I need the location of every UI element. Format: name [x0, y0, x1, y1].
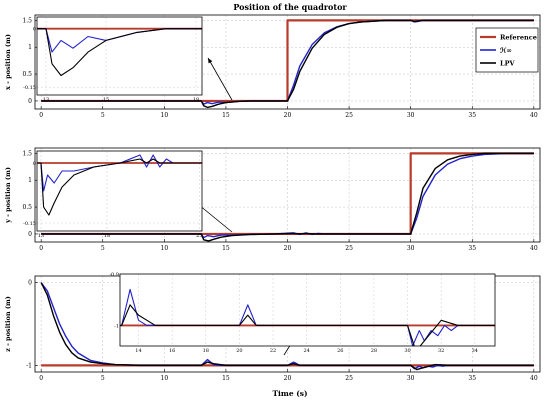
- inset-y-tick-label: -1: [114, 323, 119, 329]
- inset-x-tick-label: 30: [404, 348, 410, 354]
- x-tick-label: 10: [161, 375, 169, 382]
- y-tick-label: 0.5: [22, 71, 32, 78]
- inset-area: [37, 17, 202, 95]
- inset-series: [120, 288, 495, 346]
- inset-x-tick-label: 34: [472, 348, 478, 354]
- x-tick-label: 0: [39, 112, 43, 119]
- inset-x-tick-label: 14: [135, 348, 141, 354]
- y-tick-label: 1: [28, 177, 32, 184]
- inset-series-line: [37, 154, 202, 192]
- inset-x-tick-label: 18: [104, 233, 110, 239]
- x-tick-label: 10: [161, 245, 169, 252]
- zoom-inset-1: 13 15 18 -0.15 0: [23, 16, 203, 103]
- inset-x-tick-label: 16: [169, 348, 175, 354]
- inset-x-tick-label: 22: [270, 348, 276, 354]
- inset-x-tick-label: 24: [303, 348, 309, 354]
- x-tick-label: 20: [284, 245, 292, 252]
- series-line-lpv: [41, 19, 534, 109]
- inset-frame: [36, 150, 203, 232]
- chart-panel-1: 0 5 10 15 20 25 30 35 40 0 0.5 1 1.5 x - position (m)…: [4, 14, 541, 119]
- inset-x-tick-label: 32: [438, 348, 444, 354]
- series-line-reference: [41, 152, 534, 236]
- inset-x-tick-label: 18: [203, 348, 209, 354]
- x-tick-label: 15: [222, 245, 230, 252]
- inset-x-tick-label: 26: [337, 348, 343, 354]
- y-tick-label: 0: [28, 98, 32, 105]
- x-tick-label: 5: [101, 375, 105, 382]
- inset-series-line: [37, 28, 202, 77]
- inset-y-tick-label: -0.15: [23, 221, 36, 227]
- inset-x-tick-label: 28: [371, 348, 377, 354]
- inset-x-tick-label: 15: [103, 97, 109, 103]
- y-tick-label: 1.5: [22, 17, 32, 24]
- inset-y-tick-label: -0.15: [23, 85, 36, 91]
- inset-x-tick-label: 20: [236, 348, 242, 354]
- inset-frame: [119, 273, 496, 347]
- y-tick-label: 0.5: [22, 204, 32, 211]
- inset-x-tick-label: 18: [193, 97, 199, 103]
- zoom-inset-3: 14 16 18 20 22 24 26 28 30 32 34 -0.9 -1: [109, 272, 496, 354]
- inset-y-tick-label: 0: [33, 27, 36, 33]
- x-tick-label: 0: [39, 375, 43, 382]
- x-tick-label: 35: [468, 245, 476, 252]
- inset-series-line: [120, 288, 495, 346]
- y-tick-label: 1.5: [22, 150, 32, 157]
- y-tick-label: 0: [28, 231, 32, 238]
- y-tick-label: -1: [26, 362, 32, 369]
- x-tick-label: 5: [101, 245, 105, 252]
- y-axis-label: x - position (m): [4, 34, 12, 90]
- inset-series-line: [37, 158, 202, 216]
- x-tick-label: 40: [530, 245, 538, 252]
- chart-panel-2: 0 5 10 15 20 25 30 35 40 0 0.5 1 1.5 y - position (m)…: [4, 147, 541, 252]
- inset-area: [120, 274, 495, 346]
- inset-series: [37, 27, 202, 77]
- zoom-inset-2: 13 18 25 -0.15 0: [23, 150, 203, 239]
- x-tick-label: 25: [345, 375, 353, 382]
- legend-label: LPV: [500, 60, 515, 68]
- inset-x-tick-label: 25: [196, 233, 202, 239]
- legend: Reference ℋ∞ LPV: [475, 27, 539, 73]
- y-tick-label: 0: [28, 280, 32, 287]
- inset-y-tick-label: -0.9: [109, 272, 119, 278]
- y-axis-label: z - position (m): [4, 296, 12, 352]
- legend-label: ℋ∞: [500, 47, 512, 55]
- x-tick-label: 30: [407, 112, 415, 119]
- inset-series-line: [120, 304, 495, 346]
- inset-series: [37, 154, 202, 216]
- x-tick-label: 10: [161, 112, 169, 119]
- x-tick-label: 15: [222, 112, 230, 119]
- x-tick-label: 35: [468, 112, 476, 119]
- zoom-arrow-head: [208, 58, 213, 64]
- y-tick-label: 1: [28, 44, 32, 51]
- x-tick-label: 15: [222, 375, 230, 382]
- x-tick-label: 20: [284, 375, 292, 382]
- x-tick-label: 20: [284, 112, 292, 119]
- x-tick-label: 25: [345, 112, 353, 119]
- x-tick-label: 30: [407, 375, 415, 382]
- inset-y-tick-label: 0: [33, 161, 36, 167]
- x-tick-label: 25: [345, 245, 353, 252]
- x-tick-label: 40: [530, 112, 538, 119]
- zoom-arrow: [207, 57, 233, 101]
- y-axis-label: y - position (m): [4, 167, 12, 224]
- legend-label: Reference: [500, 34, 537, 42]
- x-tick-label: 40: [530, 375, 538, 382]
- x-tick-label: 30: [407, 245, 415, 252]
- series-line-: [40, 282, 534, 370]
- figure-title: Position of the quadrotor: [233, 2, 347, 12]
- inset-area: [37, 151, 202, 231]
- x-axis-label: Time (s): [272, 389, 307, 398]
- inset-x-tick-label: 13: [38, 233, 44, 239]
- chart-panel-3: 0 5 10 15 20 25 30 35 40-10z - position (m) 14 16 1…: [4, 272, 541, 382]
- inset-x-tick-label: 13: [43, 97, 49, 103]
- x-tick-label: 0: [39, 245, 43, 252]
- inset-frame: [36, 16, 203, 96]
- series-line-lpv: [41, 152, 534, 242]
- x-tick-label: 35: [468, 375, 476, 382]
- x-tick-label: 5: [101, 112, 105, 119]
- series-line-lpv: [40, 282, 534, 371]
- inset-series-line: [37, 28, 202, 53]
